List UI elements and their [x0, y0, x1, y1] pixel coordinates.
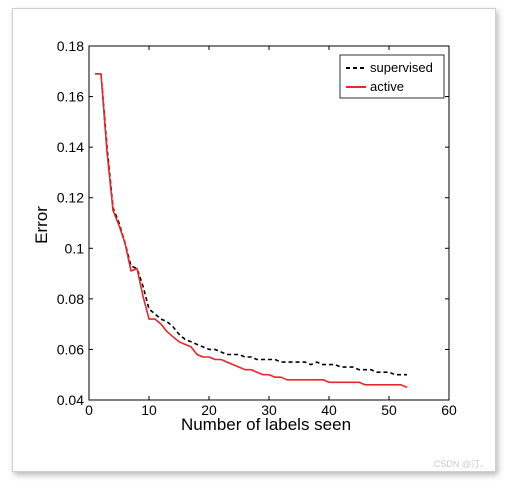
legend-label-supervised: supervised	[370, 60, 433, 75]
y-tick-label: 0.14	[57, 139, 84, 155]
series-line-supervised	[95, 73, 407, 376]
x-tick-label: 10	[141, 402, 157, 418]
legend-label-active: active	[370, 79, 404, 94]
y-tick-label: 0.12	[57, 190, 84, 206]
x-tick-label: 0	[85, 402, 93, 418]
legend-box	[339, 54, 445, 99]
x-tick-labels: 0 10 20 30 40 50 60	[85, 402, 457, 418]
x-axis-label: Number of labels seen	[181, 415, 351, 434]
legend: supervised active	[339, 54, 445, 99]
x-tick-label: 60	[441, 402, 457, 418]
line-chart: 0 10 20 30 40 50 60 0.04 0.06 0.08 0.1 0.12 0.14 0.1…	[32, 38, 489, 469]
series-line-active	[95, 73, 408, 389]
y-tick-label: 0.08	[57, 291, 84, 307]
y-tick-label: 0.18	[57, 38, 84, 54]
y-axis-label: Error	[32, 206, 51, 244]
tick-marks	[88, 45, 450, 401]
watermark: CSDN @汀、	[434, 459, 489, 469]
x-tick-label: 50	[381, 402, 397, 418]
y-tick-label: 0.06	[57, 341, 84, 357]
y-tick-label: 0.1	[65, 240, 85, 256]
x-tick-label: 40	[321, 402, 337, 418]
axes-box	[88, 45, 450, 401]
plot-box	[88, 45, 450, 401]
figure-frame: 0 10 20 30 40 50 60 0.04 0.06 0.08 0.1 0.12 0.14 0.1…	[12, 8, 496, 472]
y-tick-label: 0.16	[57, 89, 84, 105]
series-layer	[95, 73, 408, 389]
x-tick-label: 30	[261, 402, 277, 418]
y-tick-label: 0.04	[57, 392, 84, 408]
x-tick-label: 20	[201, 402, 217, 418]
y-tick-labels: 0.04 0.06 0.08 0.1 0.12 0.14 0.16 0.18	[57, 38, 84, 408]
